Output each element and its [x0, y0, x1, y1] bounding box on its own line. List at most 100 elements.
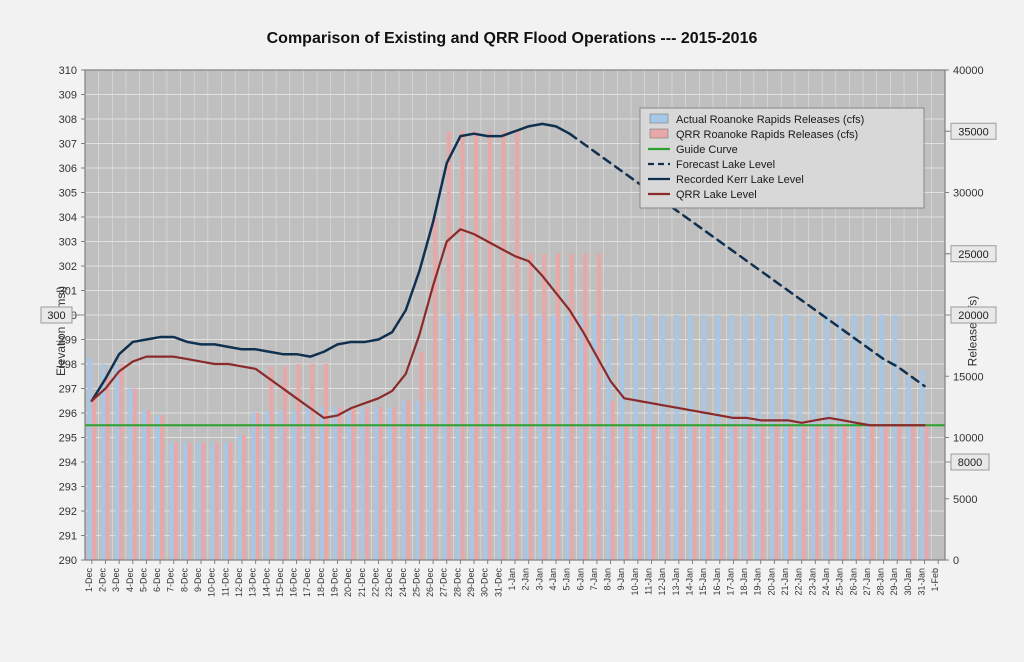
bar-actual: [224, 442, 228, 560]
x-tick-label: 21-Dec: [357, 568, 367, 598]
y1-tick-label: 305: [59, 188, 77, 200]
y1-tick-label: 306: [59, 163, 77, 175]
x-tick-label: 24-Dec: [398, 568, 408, 598]
bar-qrr: [105, 370, 109, 560]
x-tick-label: 20-Dec: [343, 568, 353, 598]
bar-qrr: [419, 352, 423, 560]
x-tick-label: 21-Jan: [780, 568, 790, 596]
bar-actual: [811, 315, 815, 560]
x-tick-label: 13-Dec: [248, 568, 258, 598]
bar-qrr: [392, 407, 396, 560]
y1-tick-label: 308: [59, 114, 77, 126]
callout-text: 8000: [958, 457, 982, 469]
bar-actual: [647, 315, 651, 560]
x-tick-label: 4-Jan: [548, 568, 558, 591]
y1-tick-label: 309: [59, 90, 77, 102]
bar-actual: [129, 389, 133, 561]
bar-qrr: [870, 425, 874, 560]
legend-label: QRR Lake Level: [676, 189, 757, 201]
y2-tick-label: 5000: [953, 494, 977, 506]
x-tick-label: 30-Dec: [480, 568, 490, 598]
bar-actual: [907, 376, 911, 560]
x-tick-label: 3-Jan: [534, 568, 544, 591]
bar-qrr: [692, 425, 696, 560]
legend-label: Guide Curve: [676, 144, 738, 156]
x-tick-label: 6-Dec: [152, 568, 162, 593]
y2-tick-label: 15000: [953, 371, 984, 383]
x-tick-label: 9-Jan: [616, 568, 626, 591]
bar-qrr: [365, 407, 369, 560]
x-tick-label: 23-Dec: [384, 568, 394, 598]
bar-qrr: [925, 425, 929, 560]
bar-actual: [197, 442, 201, 560]
bar-qrr: [297, 364, 301, 560]
bar-qrr: [856, 425, 860, 560]
x-tick-label: 27-Jan: [862, 568, 872, 596]
bar-qrr: [133, 389, 137, 561]
bar-qrr: [269, 366, 273, 560]
bar-qrr: [788, 425, 792, 560]
x-tick-label: 10-Dec: [207, 568, 217, 598]
bar-qrr: [501, 131, 505, 560]
x-tick-label: 22-Jan: [794, 568, 804, 596]
x-tick-label: 28-Dec: [452, 568, 462, 598]
bar-actual: [238, 435, 242, 560]
bar-actual: [320, 407, 324, 560]
bar-actual: [538, 315, 542, 560]
bar-qrr: [529, 254, 533, 560]
x-tick-label: 16-Jan: [712, 568, 722, 596]
bar-actual: [497, 315, 501, 560]
y1-tick-label: 291: [59, 531, 77, 543]
bar-qrr: [378, 407, 382, 560]
bar-actual: [866, 315, 870, 560]
x-tick-label: 12-Dec: [234, 568, 244, 598]
bar-qrr: [911, 425, 915, 560]
bar-qrr: [733, 425, 737, 560]
x-tick-label: 7-Dec: [166, 568, 176, 593]
bar-actual: [279, 411, 283, 560]
bar-qrr: [556, 254, 560, 560]
bar-actual: [634, 315, 638, 560]
x-tick-label: 3-Dec: [111, 568, 121, 593]
bar-qrr: [460, 131, 464, 560]
bar-qrr: [515, 131, 519, 560]
bar-qrr: [256, 413, 260, 560]
y1-tick-label: 293: [59, 482, 77, 494]
y1-tick-label: 298: [59, 359, 77, 371]
bar-qrr: [187, 442, 191, 560]
x-tick-label: 31-Dec: [493, 568, 503, 598]
y2-tick-label: 0: [953, 555, 959, 567]
bar-actual: [675, 315, 679, 560]
x-tick-label: 6-Jan: [575, 568, 585, 591]
bar-actual: [456, 315, 460, 560]
x-tick-label: 27-Dec: [439, 568, 449, 598]
callout-text: 300: [47, 310, 65, 322]
bar-qrr: [652, 425, 656, 560]
bar-qrr: [761, 425, 765, 560]
bar-qrr: [597, 254, 601, 560]
bar-qrr: [324, 364, 328, 560]
bar-actual: [292, 411, 296, 560]
bar-qrr: [843, 425, 847, 560]
bar-actual: [566, 315, 570, 560]
bar-actual: [511, 315, 515, 560]
x-tick-label: 26-Dec: [425, 568, 435, 598]
bar-actual: [620, 315, 624, 560]
bar-actual: [265, 411, 269, 560]
y1-tick-label: 297: [59, 384, 77, 396]
x-tick-label: 25-Dec: [411, 568, 421, 598]
bar-qrr: [474, 131, 478, 560]
bar-actual: [211, 442, 215, 560]
bar-qrr: [433, 217, 437, 560]
bar-actual: [347, 407, 351, 560]
bar-qrr: [747, 425, 751, 560]
x-tick-label: 9-Dec: [193, 568, 203, 593]
bar-qrr: [242, 435, 246, 560]
callout-text: 25000: [958, 249, 989, 261]
bar-qrr: [897, 425, 901, 560]
bar-qrr: [228, 442, 232, 560]
x-tick-label: 14-Jan: [684, 568, 694, 596]
bar-qrr: [815, 425, 819, 560]
x-tick-label: 2-Jan: [521, 568, 531, 591]
bar-actual: [115, 364, 119, 560]
